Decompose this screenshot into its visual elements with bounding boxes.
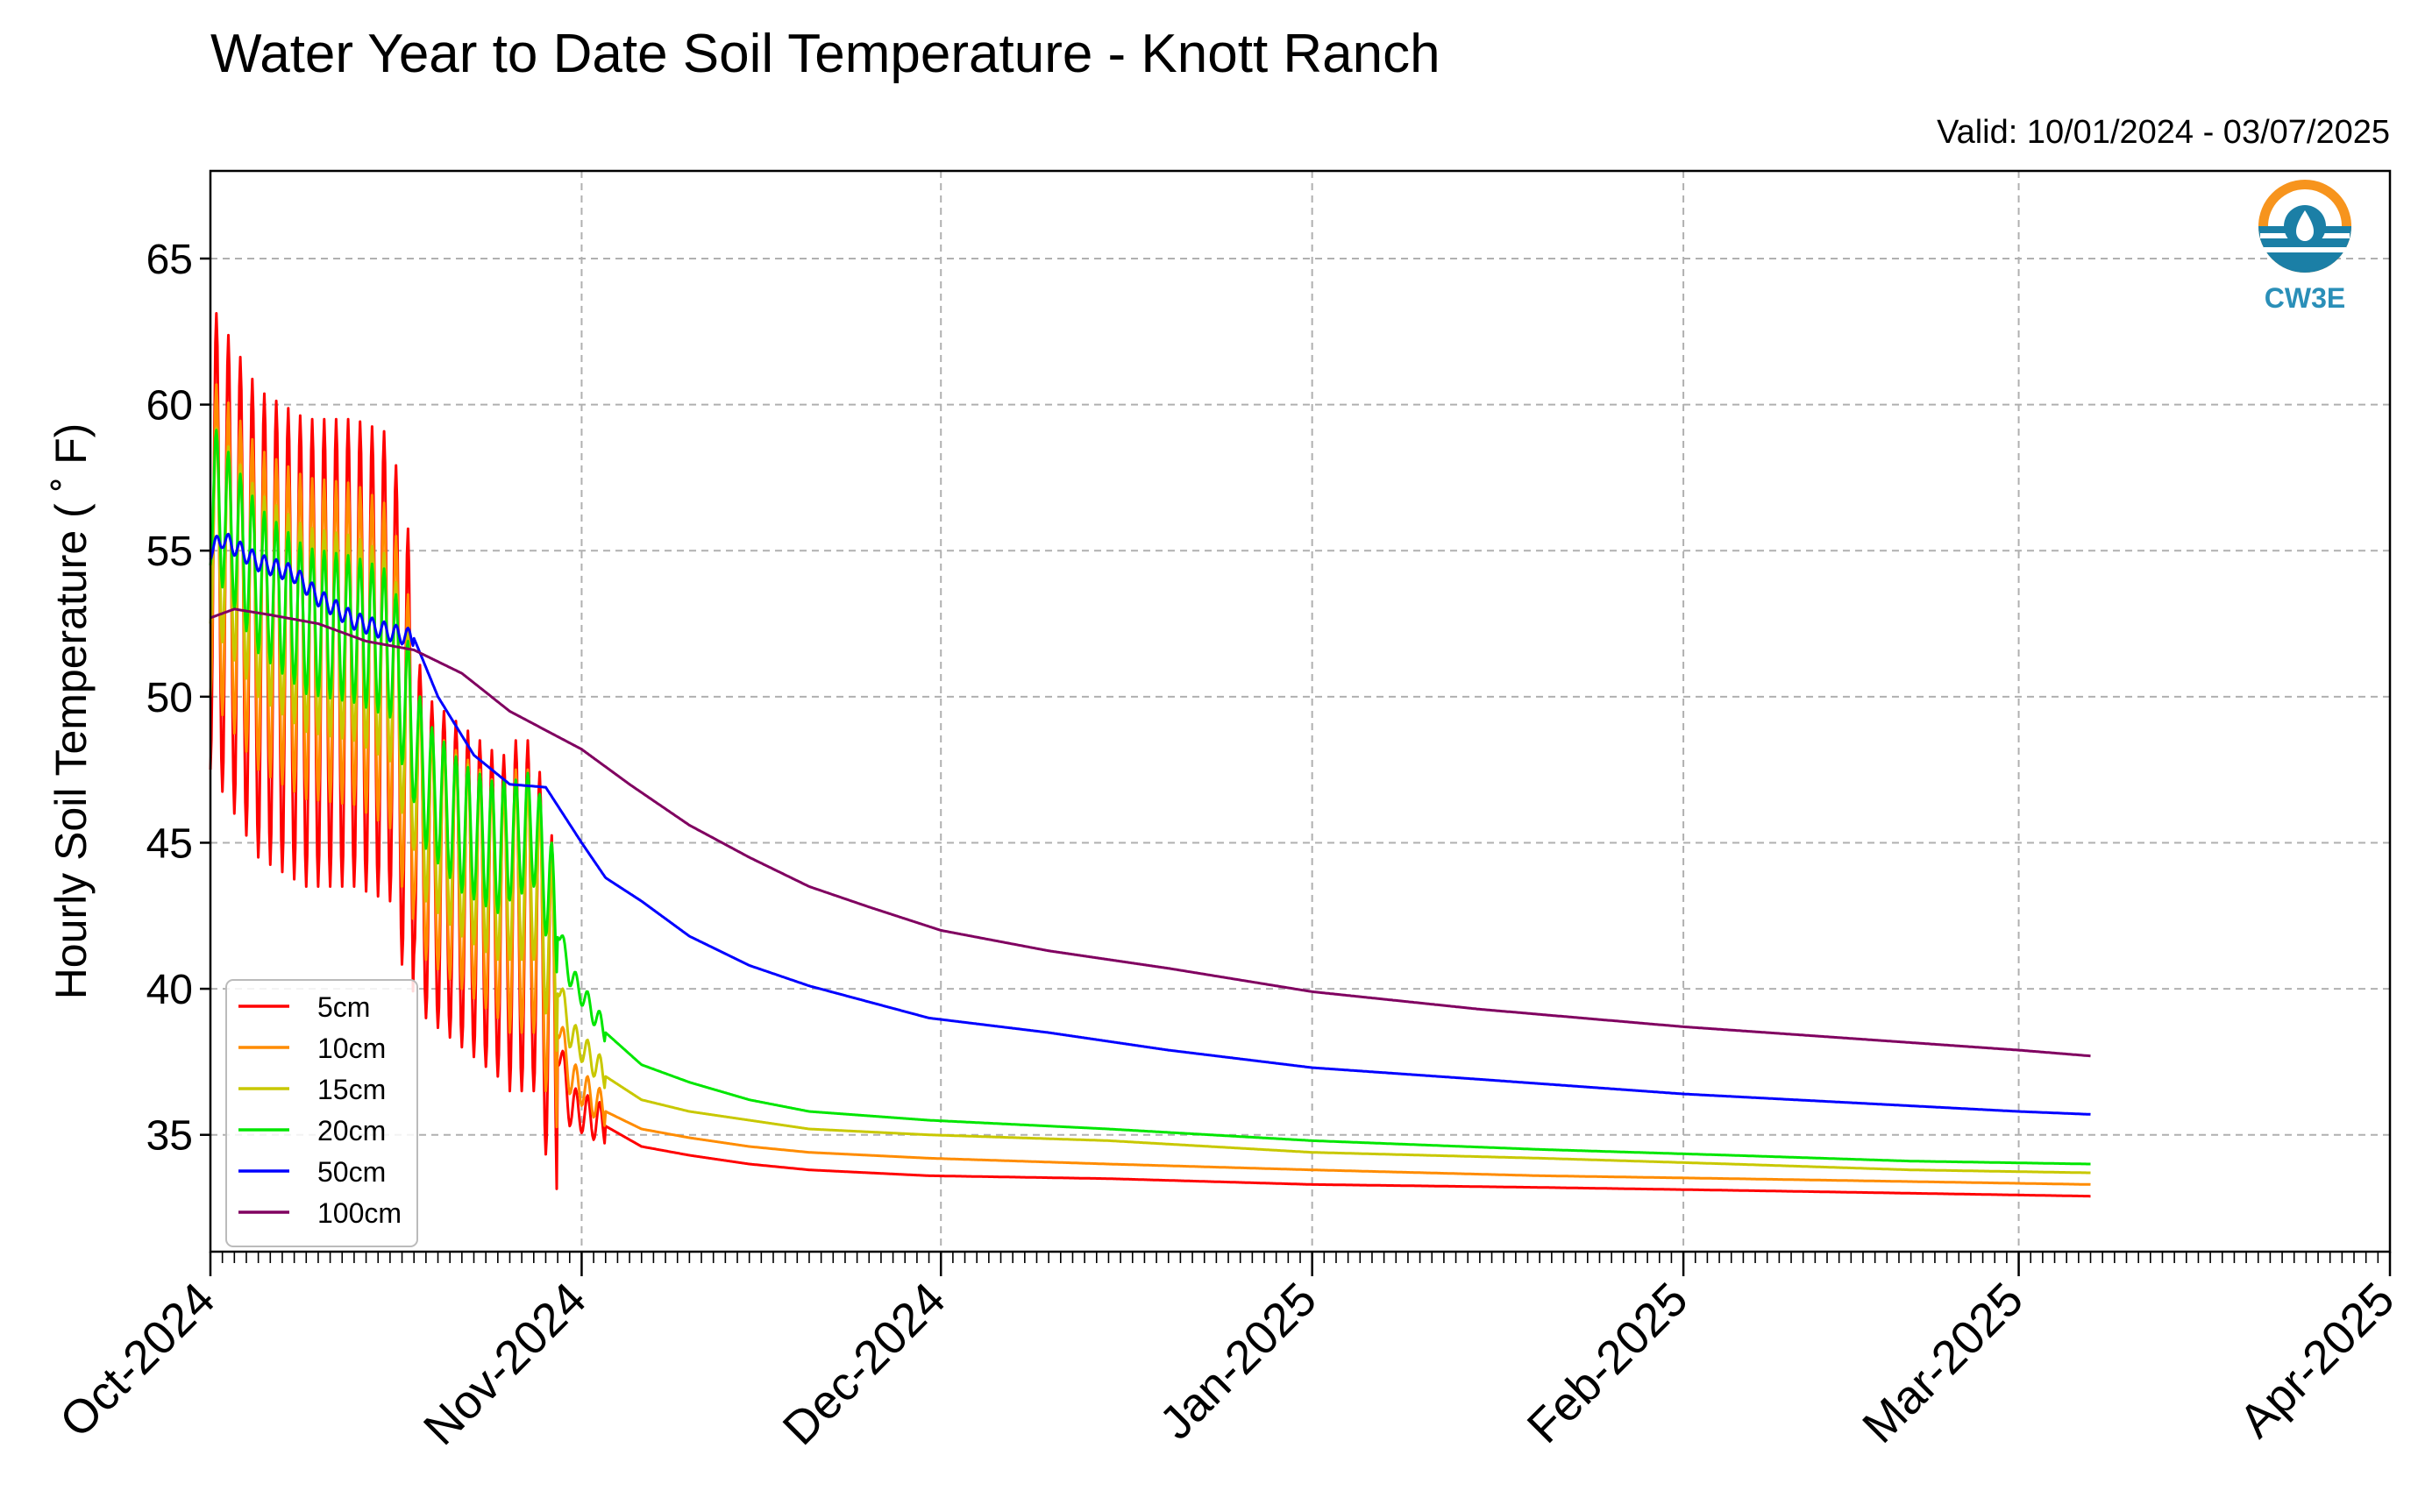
y-tick-label: 35	[146, 1113, 193, 1160]
y-tick-label: 40	[146, 967, 193, 1013]
legend-label-50cm: 50cm	[317, 1156, 386, 1188]
y-tick-label: 55	[146, 529, 193, 575]
chart-title: Water Year to Date Soil Temperature - Kn…	[210, 24, 1440, 84]
series-line-20cm	[209, 429, 2091, 1166]
legend-label-10cm: 10cm	[317, 1033, 386, 1064]
cw3e-logo: CW3E	[2258, 180, 2351, 314]
plot-frame	[209, 169, 2392, 1253]
series-line-10cm	[209, 383, 2091, 1186]
series-line-100cm	[210, 607, 2091, 1058]
y-tick-label: 60	[146, 383, 193, 429]
legend: 5cm 10cm 15cm 20cm 50cm 100cm	[225, 979, 418, 1247]
legend-label-15cm: 15cm	[317, 1074, 386, 1105]
legend-label-5cm: 5cm	[317, 991, 370, 1023]
water-drop-icon	[2258, 180, 2351, 273]
series-lines	[209, 312, 2091, 1198]
legend-label-100cm: 100cm	[317, 1197, 402, 1229]
y-tick-label: 50	[146, 675, 193, 721]
y-tick-label: 45	[146, 820, 193, 867]
chart-subtitle: Valid: 10/01/2024 - 03/07/2025	[1937, 114, 2390, 151]
series-line-15cm	[209, 427, 2091, 1175]
logo-text: CW3E	[2265, 282, 2345, 314]
grid-lines	[210, 171, 2390, 1252]
y-axis-label: Hourly Soil Temperature ( ˚ F)	[46, 423, 96, 1000]
series-line-50cm	[209, 532, 2091, 1116]
legend-label-20cm: 20cm	[317, 1115, 386, 1146]
y-tick-label: 65	[146, 237, 193, 283]
